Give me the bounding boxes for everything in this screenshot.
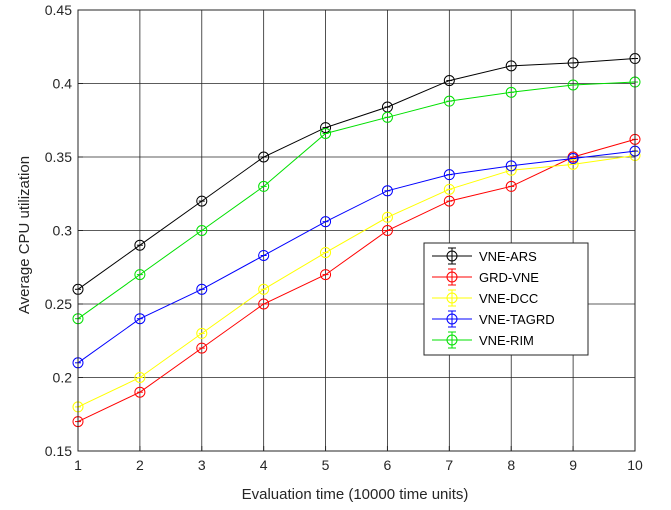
x-tick-label: 10	[627, 457, 643, 473]
data-point	[320, 269, 332, 281]
legend-item: VNE-DCC	[432, 289, 538, 307]
data-point	[443, 75, 455, 87]
data-point	[381, 225, 393, 236]
data-point	[505, 164, 517, 176]
x-tick-label: 1	[74, 457, 82, 473]
x-axis-label: Evaluation time (10000 time units)	[242, 486, 469, 503]
legend-box	[423, 242, 589, 356]
data-point	[320, 216, 332, 228]
series-line	[77, 81, 636, 320]
legend-item: VNE-RIM	[432, 331, 534, 349]
data-point	[196, 283, 208, 295]
data-point	[443, 169, 455, 181]
y-tick-label: 0.3	[53, 223, 73, 239]
x-tick-label: 3	[198, 457, 206, 473]
series-vne-tagrd	[72, 145, 641, 369]
x-tick-label: 7	[445, 457, 453, 473]
data-point	[134, 239, 146, 251]
data-point	[258, 249, 270, 261]
axis-ticks: 1 2 3 4 5 6 7 8 9 10 0.15 0.2 0.25 0.3 0.35 0.4 0.45	[45, 2, 643, 473]
data-point	[567, 79, 579, 91]
legend-label: VNE-ARS	[479, 249, 537, 264]
data-point	[134, 372, 146, 383]
y-tick-label: 0.45	[45, 2, 72, 18]
data-point	[196, 195, 208, 207]
x-tick-label: 9	[569, 457, 577, 473]
data-point	[505, 86, 517, 98]
data-point	[258, 298, 270, 310]
series-line	[77, 155, 636, 408]
data-point	[196, 225, 208, 236]
legend-label: VNE-DCC	[479, 291, 538, 306]
x-tick-label: 4	[260, 457, 268, 473]
data-point	[196, 342, 208, 354]
legend-marker	[446, 334, 458, 346]
y-axis-label: Average CPU utilization	[16, 156, 33, 314]
series-line	[77, 138, 636, 423]
data-point	[320, 247, 332, 259]
y-tick-label: 0.2	[53, 370, 73, 386]
data-point	[134, 269, 146, 281]
legend-marker	[446, 250, 458, 262]
data-point	[505, 180, 517, 192]
y-tick-label: 0.35	[45, 149, 72, 165]
x-tick-label: 5	[322, 457, 330, 473]
data-point	[258, 283, 270, 295]
legend-item: VNE-TAGRD	[432, 310, 555, 328]
y-tick-label: 0.25	[45, 296, 72, 312]
data-point	[567, 152, 579, 164]
data-point	[443, 183, 455, 195]
y-tick-label: 0.4	[53, 76, 73, 92]
legend-label: VNE-RIM	[479, 333, 534, 348]
x-tick-label: 8	[507, 457, 515, 473]
legend-marker	[446, 271, 458, 283]
data-point	[381, 211, 393, 223]
series-line	[77, 150, 636, 364]
data-point	[381, 185, 393, 197]
y-tick-label: 0.15	[45, 443, 72, 459]
legend-label: GRD-VNE	[479, 270, 539, 285]
legend-item: GRD-VNE	[432, 268, 539, 286]
data-point	[443, 95, 455, 107]
data-point	[443, 195, 455, 207]
legend-item: VNE-ARS	[432, 247, 537, 265]
legend-label: VNE-TAGRD	[479, 312, 555, 327]
data-point	[505, 160, 517, 172]
legend: VNE-ARS GRD-VNE VNE-DCC VNE-TAGRD VNE-RIM	[423, 242, 589, 356]
data-point	[320, 127, 332, 139]
data-point	[567, 158, 579, 170]
data-point	[567, 57, 579, 69]
data-point	[381, 111, 393, 123]
data-point	[258, 151, 270, 163]
data-point	[258, 180, 270, 192]
series-line	[77, 58, 636, 290]
data-point	[134, 386, 146, 398]
data-point	[196, 327, 208, 339]
data-point	[134, 313, 146, 325]
data-point	[505, 60, 517, 72]
x-tick-label: 6	[384, 457, 392, 473]
data-point	[320, 122, 332, 134]
x-tick-label: 2	[136, 457, 144, 473]
legend-marker	[446, 313, 458, 325]
legend-marker	[446, 292, 458, 304]
